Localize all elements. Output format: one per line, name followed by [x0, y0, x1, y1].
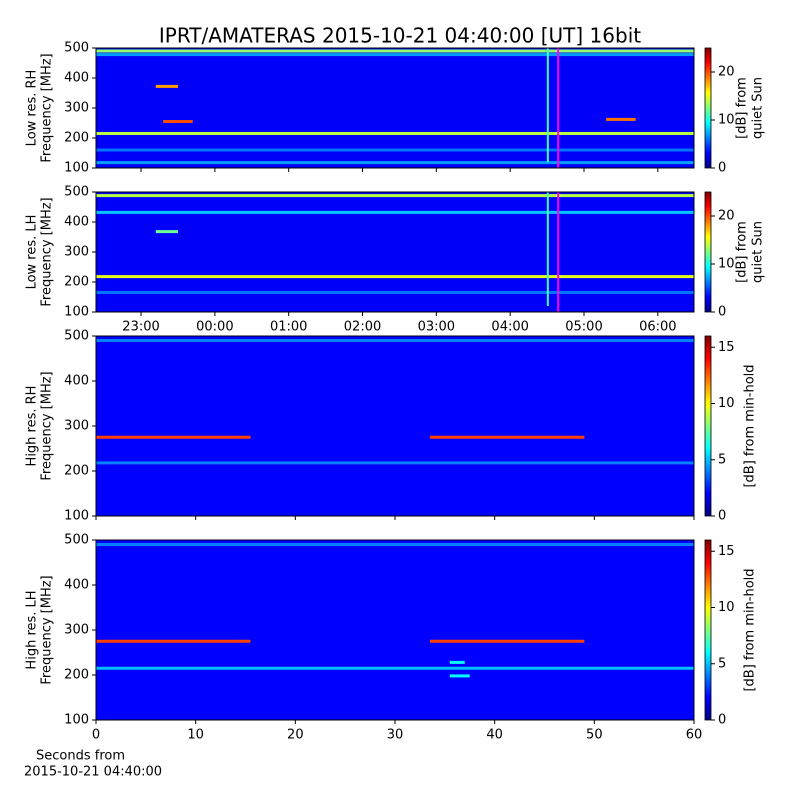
band: [429, 435, 585, 439]
colorbar-tick-label: 0: [718, 509, 726, 524]
band: [96, 194, 694, 198]
colorbar-tick-label: 10: [718, 113, 735, 128]
band: [449, 674, 470, 678]
colorbar-label: quiet Sun: [751, 77, 766, 139]
y-tick-label: 200: [64, 464, 89, 479]
y-tick-label: 400: [64, 71, 89, 86]
y-tick-label: 200: [64, 131, 89, 146]
band: [96, 275, 694, 279]
y-axis-label: High res. LH: [25, 590, 40, 669]
x-axis-label: Seconds from: [36, 749, 125, 764]
y-tick-label: 300: [64, 623, 89, 638]
x-tick-label: 00:00: [196, 320, 233, 335]
heatmap-background: [96, 336, 694, 516]
y-axis-label: Frequency [MHz]: [40, 371, 55, 480]
y-tick-label: 100: [64, 509, 89, 524]
colorbar-tick-label: 15: [718, 544, 735, 559]
x-tick-label: 30: [387, 728, 404, 743]
y-tick-label: 400: [64, 374, 89, 389]
chart-title: IPRT/AMATERAS 2015-10-21 04:40:00 [UT] 1…: [159, 24, 641, 48]
x-tick-label: 01:00: [270, 320, 307, 335]
y-tick-label: 100: [64, 713, 89, 728]
x-axis-label: 2015-10-21 04:40:00: [24, 765, 162, 780]
band: [155, 230, 178, 234]
y-tick-label: 200: [64, 668, 89, 683]
colorbar-label: quiet Sun: [751, 221, 766, 283]
band: [163, 120, 193, 123]
y-tick-label: 300: [64, 101, 89, 116]
y-tick-label: 500: [64, 329, 89, 344]
x-tick-label: 06:00: [639, 320, 676, 335]
band: [96, 148, 694, 152]
band: [96, 339, 694, 342]
y-tick-label: 300: [64, 419, 89, 434]
colorbar-tick-label: 15: [718, 340, 735, 355]
heatmap-background: [96, 48, 694, 168]
x-tick-label: 60: [686, 728, 703, 743]
x-tick-label: 04:00: [491, 320, 528, 335]
band: [96, 543, 694, 546]
colorbar-tick-label: 0: [718, 305, 726, 320]
colorbar-tick-label: 20: [718, 65, 735, 80]
colorbar-tick-label: 10: [718, 257, 735, 272]
colorbar-tick-label: 10: [718, 396, 735, 411]
band: [96, 210, 694, 214]
x-tick-label: 23:00: [122, 320, 159, 335]
band: [96, 461, 694, 465]
band: [96, 639, 251, 643]
x-tick-label: 40: [486, 728, 503, 743]
colorbar-label: [dB] from: [735, 77, 750, 139]
band: [96, 132, 694, 135]
y-tick-label: 200: [64, 275, 89, 290]
y-axis-label: High res. RH: [25, 386, 40, 467]
y-axis-label: Low res. RH: [25, 70, 40, 147]
x-tick-label: 10: [187, 728, 204, 743]
y-tick-label: 100: [64, 161, 89, 176]
colorbar-tick-label: 0: [718, 713, 726, 728]
band: [429, 639, 585, 643]
y-axis-label: Frequency [MHz]: [40, 53, 55, 162]
y-axis-label: Low res. LH: [25, 215, 40, 290]
colorbar: [704, 191, 712, 313]
x-tick-label: 0: [92, 728, 100, 743]
colorbar-label: [dB] from: [735, 221, 750, 283]
band: [96, 53, 694, 57]
band: [96, 666, 694, 670]
colorbar: [704, 47, 712, 169]
y-tick-label: 300: [64, 245, 89, 260]
colorbar-tick-label: 5: [718, 656, 726, 671]
y-tick-label: 500: [64, 185, 89, 200]
y-tick-label: 400: [64, 578, 89, 593]
y-tick-label: 500: [64, 41, 89, 56]
x-tick-label: 50: [586, 728, 603, 743]
colorbar-label: [dB] from min-hold: [743, 568, 758, 691]
band: [606, 117, 636, 121]
band: [96, 435, 251, 439]
band: [155, 84, 178, 88]
band: [96, 161, 694, 165]
band: [96, 291, 694, 294]
colorbar: [704, 335, 712, 517]
y-tick-label: 500: [64, 533, 89, 548]
y-axis-label: Frequency [MHz]: [40, 575, 55, 684]
colorbar: [704, 539, 712, 721]
y-axis-label: Frequency [MHz]: [40, 197, 55, 306]
colorbar-tick-label: 20: [718, 209, 735, 224]
x-tick-label: 02:00: [344, 320, 381, 335]
colorbar-label: [dB] from min-hold: [743, 364, 758, 487]
heatmap-background: [96, 540, 694, 720]
x-tick-label: 20: [287, 728, 304, 743]
band: [449, 660, 465, 664]
colorbar-tick-label: 0: [718, 161, 726, 176]
band: [96, 49, 694, 53]
colorbar-tick-label: 5: [718, 452, 726, 467]
x-tick-label: 05:00: [565, 320, 602, 335]
y-tick-label: 400: [64, 215, 89, 230]
x-tick-label: 03:00: [418, 320, 455, 335]
colorbar-tick-label: 10: [718, 600, 735, 615]
y-tick-label: 100: [64, 305, 89, 320]
